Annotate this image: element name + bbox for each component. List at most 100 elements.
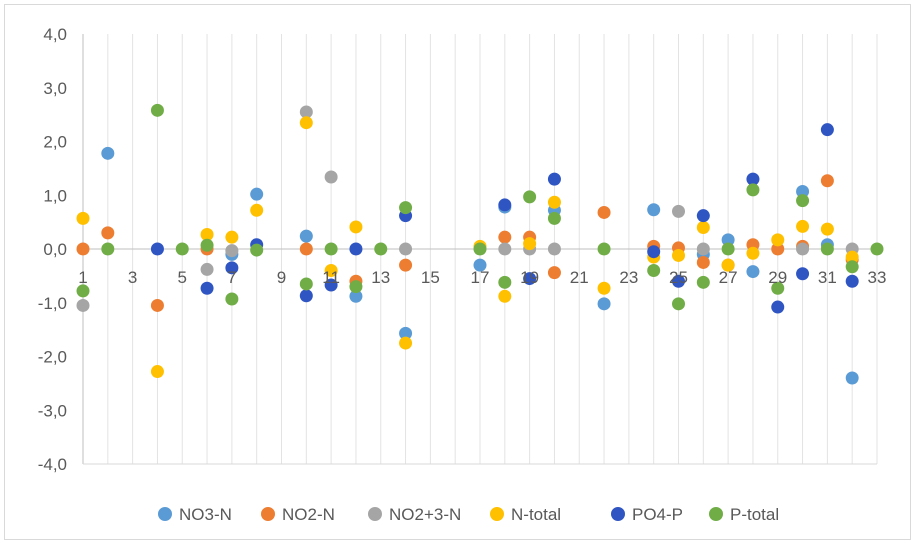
point-n-total-2 (200, 227, 214, 241)
point-no3-n-0 (101, 146, 115, 160)
point-po4-p-8 (498, 198, 512, 212)
legend-label-n-total: N-total (511, 505, 561, 524)
legend-label-no2-3-n: NO2+3-N (389, 505, 461, 524)
point-no3-n-9 (597, 297, 611, 311)
point-no2-n-16 (771, 242, 785, 256)
point-p-total-12 (473, 242, 487, 256)
point-p-total-4 (200, 238, 214, 252)
point-no2-n-10 (597, 205, 611, 219)
point-no3-n-16 (845, 371, 859, 385)
point-po4-p-5 (324, 278, 338, 292)
point-p-total-11 (399, 201, 413, 215)
point-n-total-13 (597, 281, 611, 295)
point-p-total-10 (374, 242, 388, 256)
point-p-total-5 (225, 292, 239, 306)
y-tick-label: 4,0 (43, 25, 67, 44)
y-tick-labels: -4,0 -3,0 -2,0 -1,0 0,0 1,0 2,0 3,0 4,0 (38, 25, 67, 474)
legend-label-no2-n: NO2-N (282, 505, 335, 524)
legend-marker-no3-n (158, 507, 172, 521)
y-tick-label: -1,0 (38, 294, 67, 313)
point-po4-p-15 (771, 300, 785, 314)
point-no2-n-0 (76, 242, 90, 256)
y-tick-label: 3,0 (43, 79, 67, 98)
point-no3-n-6 (473, 258, 487, 272)
point-p-total-9 (349, 280, 363, 294)
point-no2-n-18 (820, 174, 834, 188)
point-no2-n-13 (696, 255, 710, 269)
point-p-total-20 (721, 242, 735, 256)
point-n-total-17 (721, 258, 735, 272)
x-tick-label: 17 (471, 268, 490, 287)
point-n-total-22 (845, 250, 859, 264)
point-p-total-18 (672, 297, 685, 311)
x-tick-label: 3 (128, 268, 137, 287)
point-no2-n-7 (498, 230, 512, 244)
point-no3-n-3 (299, 229, 313, 243)
point-p-total-25 (845, 260, 859, 274)
point-n-total-20 (796, 219, 810, 233)
point-no3-n-5 (399, 326, 413, 340)
point-po4-p-16 (796, 267, 810, 281)
point-n-total-3 (225, 230, 239, 244)
x-tick-label: 1 (78, 268, 87, 287)
point-p-total-1 (101, 242, 115, 256)
point-po4-p-0 (150, 242, 164, 256)
x-tick-label: 29 (768, 268, 787, 287)
y-tick-label: 0,0 (43, 240, 67, 259)
x-tick-label: 7 (227, 268, 236, 287)
point-n-total-11 (523, 237, 537, 251)
point-no2-n-9 (547, 266, 561, 280)
point-po4-p-14 (746, 172, 760, 186)
point-p-total-6 (250, 243, 264, 257)
point-n-total-6 (324, 264, 338, 277)
x-tick-labels: 1 3 5 7 9 11 13 15 17 19 21 23 25 27 29 31 33 (78, 268, 886, 287)
point-no2-3-n-8 (547, 242, 561, 256)
point-no3-n-13 (746, 265, 760, 279)
point-p-total-22 (771, 281, 785, 295)
x-tick-label: 19 (520, 268, 539, 287)
point-n-total-0 (76, 211, 90, 225)
legend-marker-n-total (490, 507, 504, 521)
point-n-total-18 (746, 246, 760, 260)
x-tick-label: 27 (719, 268, 738, 287)
point-n-total-4 (250, 203, 264, 217)
y-tick-label: 1,0 (43, 186, 67, 205)
legend-marker-no2-n (261, 507, 275, 521)
point-no2-3-n-10 (696, 242, 710, 256)
point-no2-3-n-5 (399, 242, 413, 256)
point-no2-3-n-2 (225, 244, 239, 258)
legend-marker-no2-3-n (368, 507, 382, 521)
point-no3-n-4 (349, 289, 363, 303)
y-tick-label: -2,0 (38, 348, 67, 367)
point-po4-p-6 (349, 242, 363, 256)
x-tick-label: 9 (277, 268, 286, 287)
legend: NO3-N NO2-N NO2+3-N N-total PO4-P P-total (158, 505, 779, 524)
y-tick-label: -3,0 (38, 401, 67, 420)
point-n-total-1 (150, 365, 164, 379)
x-tick-label: 23 (619, 268, 638, 287)
legend-label-po4-p: PO4-P (632, 505, 683, 524)
chart-frame (4, 4, 911, 540)
point-no2-3-n-6 (498, 242, 512, 256)
data-points (76, 103, 884, 385)
point-no3-n-10 (647, 203, 661, 217)
point-po4-p-1 (200, 281, 214, 295)
point-p-total-19 (696, 275, 710, 289)
point-no3-n-2 (250, 187, 264, 201)
point-n-total-5 (299, 116, 313, 130)
point-no2-3-n-9 (672, 204, 685, 218)
point-po4-p-2 (225, 261, 239, 275)
legend-marker-po4-p (611, 507, 625, 521)
point-p-total-15 (547, 211, 561, 225)
x-tick-label: 13 (371, 268, 390, 287)
point-p-total-7 (299, 277, 313, 291)
point-p-total-0 (76, 284, 90, 298)
point-n-total-15 (672, 248, 685, 262)
point-n-total-10 (498, 289, 512, 303)
point-n-total-12 (547, 195, 561, 209)
point-no3-n-12 (721, 233, 735, 247)
x-tick-label: 11 (322, 268, 340, 287)
point-n-total-21 (820, 222, 834, 236)
point-p-total-3 (175, 242, 189, 256)
point-p-total-2 (150, 103, 164, 117)
